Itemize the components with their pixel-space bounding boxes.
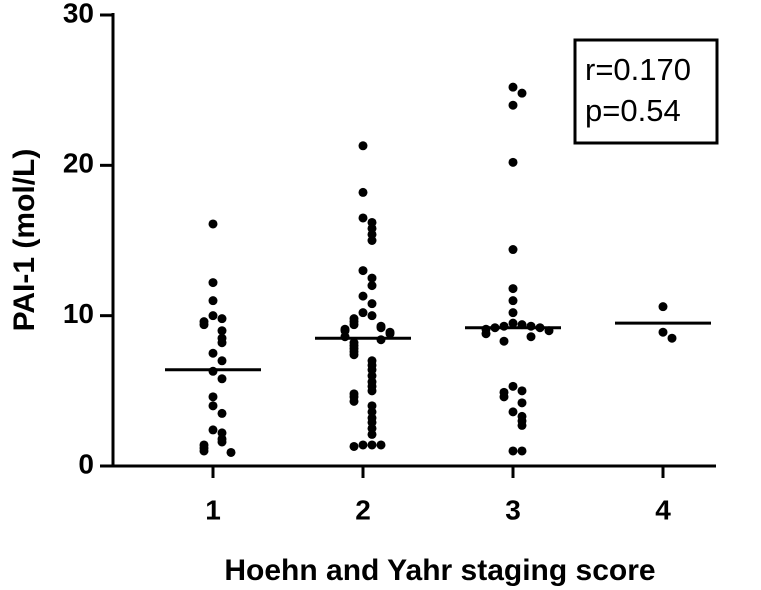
dot	[217, 374, 227, 384]
dot	[217, 437, 227, 447]
dot	[367, 299, 377, 309]
dot	[208, 348, 218, 358]
dot	[358, 266, 368, 276]
dot	[208, 296, 218, 306]
dot	[208, 401, 218, 411]
dot	[208, 219, 218, 229]
dot	[349, 350, 359, 360]
x-tick-label: 1	[205, 494, 221, 525]
dot	[508, 308, 518, 318]
dot	[367, 440, 377, 450]
dot	[499, 336, 509, 346]
dot	[367, 236, 377, 245]
dot	[508, 284, 518, 294]
dot	[385, 329, 395, 339]
dot	[340, 332, 350, 342]
dot	[517, 88, 527, 98]
dot	[367, 386, 377, 396]
dot	[508, 245, 518, 255]
dot	[217, 408, 227, 418]
x-tick-label: 4	[655, 494, 671, 525]
dot	[376, 335, 386, 345]
dot	[367, 429, 377, 439]
x-axis-title: Hoehn and Yahr staging score	[224, 554, 655, 587]
dot	[226, 447, 236, 457]
dot	[358, 440, 368, 450]
y-tick-label: 20	[63, 148, 94, 179]
dot	[517, 386, 527, 396]
dot	[499, 321, 509, 331]
dot	[508, 157, 518, 167]
dot	[499, 392, 509, 402]
dot	[517, 420, 527, 430]
y-tick-label: 30	[63, 0, 94, 28]
y-tick-label: 0	[78, 448, 94, 479]
annotation: r=0.170	[585, 52, 691, 87]
dot	[358, 187, 368, 197]
dot	[508, 446, 518, 456]
annotation-box	[573, 38, 719, 145]
dot	[658, 302, 668, 312]
dot	[199, 446, 209, 456]
dot	[358, 291, 368, 301]
dot	[367, 281, 377, 291]
dot	[217, 356, 227, 366]
dot	[367, 311, 377, 321]
dot	[217, 314, 227, 324]
dot	[508, 381, 518, 391]
dot	[508, 296, 518, 306]
dot	[199, 320, 209, 330]
dot	[217, 326, 227, 336]
dot	[517, 446, 527, 456]
dot	[358, 213, 368, 223]
y-tick-label: 10	[63, 298, 94, 329]
dot	[367, 273, 377, 283]
dot	[208, 366, 218, 376]
dot	[349, 320, 359, 330]
dot	[376, 323, 386, 333]
dot	[667, 333, 677, 343]
dot	[508, 82, 518, 92]
dot	[517, 398, 527, 408]
dot	[526, 321, 536, 331]
dot	[217, 338, 227, 348]
x-tick-label: 3	[505, 494, 521, 525]
x-tick-label: 2	[355, 494, 371, 525]
dot	[208, 311, 218, 321]
dot	[481, 329, 491, 339]
dot	[526, 332, 536, 342]
dot	[508, 100, 518, 110]
dot	[508, 407, 518, 417]
dot	[208, 278, 218, 288]
dot	[358, 308, 368, 318]
dot	[358, 141, 368, 151]
dot	[349, 441, 359, 451]
dot	[349, 396, 359, 406]
y-axis-title: PAI-1 (mol/L)	[8, 149, 41, 332]
dot	[508, 318, 518, 328]
dot	[658, 327, 668, 337]
dot	[208, 425, 218, 435]
dot	[208, 392, 218, 402]
annotation: p=0.54	[585, 93, 681, 128]
dot	[376, 440, 386, 450]
